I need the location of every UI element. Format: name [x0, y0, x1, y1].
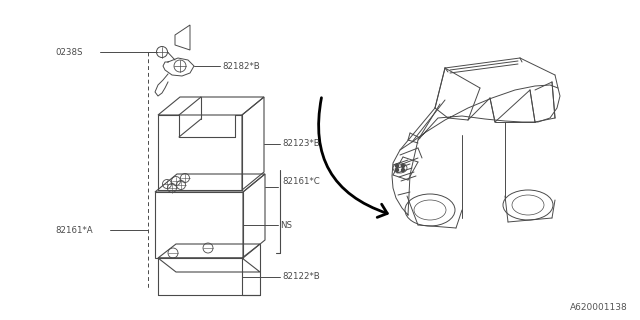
- Text: 82122*B: 82122*B: [282, 272, 320, 281]
- Text: A620001138: A620001138: [570, 303, 628, 312]
- Text: 0238S: 0238S: [55, 47, 83, 57]
- Circle shape: [396, 169, 399, 172]
- Bar: [155, 192, 243, 258]
- Text: 82182*B: 82182*B: [222, 61, 260, 70]
- Text: 82123*B: 82123*B: [282, 139, 320, 148]
- Text: NS: NS: [280, 220, 292, 229]
- FancyArrowPatch shape: [319, 98, 387, 217]
- Circle shape: [401, 164, 404, 167]
- Circle shape: [396, 164, 399, 167]
- Text: 82161*A: 82161*A: [55, 226, 93, 235]
- Circle shape: [401, 169, 404, 172]
- Text: 82161*C: 82161*C: [282, 177, 320, 186]
